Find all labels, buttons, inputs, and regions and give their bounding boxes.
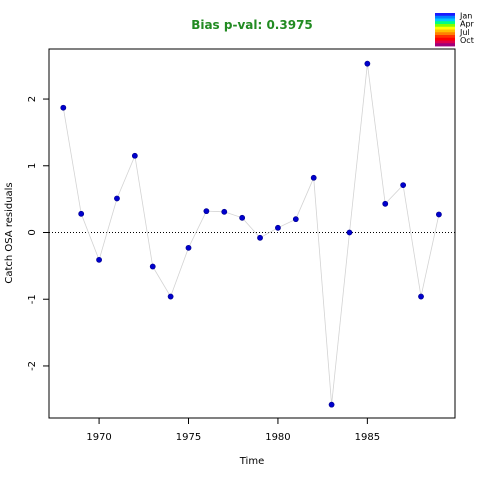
x-tick-label: 1985 xyxy=(355,432,380,443)
y-tick-label: -1 xyxy=(27,294,38,304)
data-point-1972 xyxy=(131,152,138,159)
data-point-1973 xyxy=(149,263,156,270)
plot-frame xyxy=(48,48,456,419)
data-point-1983 xyxy=(328,401,335,408)
legend-label-oct: Oct xyxy=(460,36,474,45)
data-point-1986 xyxy=(382,200,389,207)
x-tick-label: 1975 xyxy=(176,432,201,443)
legend-color-swatch xyxy=(435,13,455,17)
y-axis-title: Catch OSA residuals xyxy=(4,182,15,283)
data-point-1980 xyxy=(275,224,281,231)
legend-color-swatch xyxy=(435,43,455,47)
data-point-1978 xyxy=(239,214,246,221)
legend-color-swatch xyxy=(435,21,455,25)
data-point-1977 xyxy=(221,208,228,215)
legend-label-apr: Apr xyxy=(460,20,475,29)
legend-label-jan: Jan xyxy=(459,12,472,21)
x-tick-label: 1970 xyxy=(86,432,111,443)
data-point-1969 xyxy=(78,210,85,217)
x-tick-label: 1980 xyxy=(265,432,290,443)
data-point-1985 xyxy=(364,60,371,67)
legend-label-jul: Jul xyxy=(459,28,470,37)
y-tick-label: 2 xyxy=(27,96,38,102)
chart-title: Bias p-val: 0.3975 xyxy=(191,18,313,32)
data-point-1968 xyxy=(60,104,67,111)
legend-color-swatch xyxy=(435,24,455,28)
legend-color-swatch xyxy=(435,29,455,33)
legend-color-swatch xyxy=(435,40,455,44)
x-axis-title: Time xyxy=(239,456,264,467)
y-tick-label: 0 xyxy=(27,229,38,235)
data-points xyxy=(60,60,442,408)
data-point-1989 xyxy=(436,211,442,218)
y-axis: -2 -1 0 1 2 xyxy=(27,96,49,371)
x-axis: 1970 1975 1980 1985 xyxy=(86,418,380,443)
legend-color-swatch xyxy=(435,15,455,19)
legend-color-swatch xyxy=(435,35,455,39)
legend-color-swatch xyxy=(435,18,455,22)
data-point-1975 xyxy=(185,244,192,251)
data-point-1970 xyxy=(96,256,102,263)
data-point-1976 xyxy=(203,208,210,215)
data-point-1981 xyxy=(292,216,299,223)
y-tick-label: 1 xyxy=(27,163,38,169)
data-point-1987 xyxy=(400,182,407,189)
series-connecting-line xyxy=(62,63,440,405)
data-point-1979 xyxy=(257,234,263,241)
y-tick-label: -2 xyxy=(27,361,38,371)
data-point-1988 xyxy=(418,293,424,300)
data-point-1974 xyxy=(167,293,174,300)
legend-color-swatch xyxy=(435,26,455,30)
data-point-1984 xyxy=(346,229,353,236)
legend-color-swatch xyxy=(435,32,455,36)
data-point-1971 xyxy=(114,195,120,202)
data-point-1982 xyxy=(310,174,317,181)
legend-color-swatch xyxy=(435,37,455,41)
